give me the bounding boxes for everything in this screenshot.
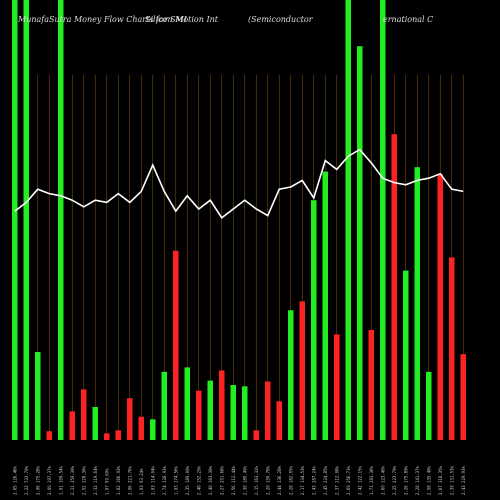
x-tick-label: 2.20 150.78%: [265, 466, 270, 495]
x-tick-label: 2.27 201.68%: [219, 466, 224, 495]
x-tick-label: 2.28 141.37%: [415, 466, 420, 495]
x-tick-label: 1.71 283.36%: [369, 466, 374, 495]
x-tick-label: 2.32 119.64%: [93, 466, 98, 495]
chart-title-right: (Semiconductor: [248, 15, 314, 24]
x-tick-label: 2.44 136.28%: [277, 466, 282, 495]
x-tick-label: 2.35 189.00%: [185, 466, 190, 495]
money-flow-bar: [403, 270, 409, 440]
money-flow-bar: [460, 354, 466, 440]
money-flow-bar: [230, 385, 236, 440]
money-flow-bar: [184, 367, 190, 440]
money-flow-bar: [150, 419, 156, 440]
money-flow-bar: [104, 433, 110, 440]
money-flow-bar: [253, 430, 259, 440]
money-flow-bar: [92, 407, 98, 440]
money-flow-line: [14, 148, 464, 219]
money-flow-bar: [299, 301, 305, 440]
x-tick-label: 2.74 128.93%: [162, 466, 167, 495]
x-tick-label: 2.69 256.73%: [346, 466, 351, 495]
x-tick-label: 2.43 229.93%: [461, 466, 466, 495]
x-tick-label: 1.93 174.56%: [173, 466, 178, 495]
x-tick-label: 2.28 182.05%: [288, 466, 293, 495]
money-flow-bar: [414, 167, 420, 440]
x-tick-label: 2.15 163.32%: [254, 466, 259, 495]
money-flow-bar: [58, 0, 64, 440]
money-flow-bar: [322, 171, 328, 440]
x-tick-label: 2.43 287.24%: [311, 466, 316, 495]
x-tick-label: 1.91 109.54%: [58, 466, 63, 495]
money-flow-bar: [161, 371, 167, 440]
money-flow-bar: [380, 0, 386, 440]
x-tick-label: 2.67 318.35%: [438, 466, 443, 495]
money-flow-bar: [115, 430, 121, 440]
money-flow-bar: [449, 257, 455, 440]
money-flow-bar: [12, 0, 18, 440]
x-tick-label: 2.22 733.70%: [24, 466, 29, 495]
x-tick-label: 2.25 223.79%: [392, 466, 397, 495]
money-flow-bar: [219, 370, 225, 440]
money-flow-bar: [334, 334, 340, 440]
x-tick-label: 2.06 221.76%: [127, 466, 132, 495]
x-tick-label: 2.52 228.30%: [81, 466, 86, 495]
chart-title-middle: Silicon Motion Int: [145, 15, 219, 24]
money-flow-bar: [357, 46, 363, 440]
bar-layer: [12, 0, 466, 441]
money-flow-bar: [437, 173, 443, 441]
x-tick-label: 2.60 123.40%: [380, 466, 385, 495]
money-flow-bar: [311, 200, 317, 440]
x-tick-label: 2.45 224.85%: [323, 466, 328, 495]
chart-title-far-right: ernational C: [383, 15, 433, 24]
money-flow-bar: [69, 411, 75, 440]
x-tick-label: 2.00 197.37%: [47, 466, 52, 495]
money-flow-bar: [138, 416, 144, 440]
money-flow-bar: [127, 398, 133, 440]
x-tick-label: 2.42 122.15%: [357, 466, 362, 495]
money-flow-bar: [207, 380, 213, 440]
x-tick-label: 2.30 180.49%: [242, 466, 247, 495]
x-tick-label: 1.82 166.93%: [116, 466, 121, 495]
x-tick-label: 2.03 114.04%: [150, 466, 155, 495]
money-flow-bar: [276, 401, 282, 440]
x-tick-label: 2.37 212.08%: [334, 466, 339, 495]
x-tick-label: 2.48 152.29%: [196, 466, 201, 495]
money-flow-bar: [391, 134, 397, 440]
x-tick-label: 2.56 112.44%: [231, 466, 236, 495]
money-flow-bar: [46, 431, 52, 440]
money-flow-bar: [81, 389, 87, 440]
tick-label-layer: 2.65 126.46% 2.22 733.70% 2.06 175.28% 2.00…: [12, 466, 466, 495]
money-flow-bar: [242, 386, 248, 440]
x-tick-label: 2.39 131.53%: [449, 466, 454, 495]
money-flow-bar: [345, 0, 351, 440]
x-tick-label: 1.93 93.24%: [139, 468, 144, 495]
money-flow-bar: [35, 352, 41, 440]
money-flow-bar: [288, 310, 294, 440]
x-tick-label: 2.40 163.30%: [208, 466, 213, 495]
x-tick-label: 2.26 175.89%: [403, 466, 408, 495]
x-tick-label: 2.65 126.46%: [12, 466, 17, 495]
chart-title-left: MunafaSutra Money Flow Charts for SMI: [17, 15, 188, 24]
x-tick-label: 2.17 134.53%: [300, 466, 305, 495]
x-tick-label: 2.58 135.48%: [426, 466, 431, 495]
money-flow-bar: [426, 371, 432, 440]
x-tick-label: 1.97 99.69%: [104, 468, 109, 495]
money-flow-bar: [368, 330, 374, 440]
money-flow-bar: [23, 0, 29, 440]
money-flow-bar: [173, 250, 179, 440]
money-flow-bar: [265, 381, 271, 440]
money-flow-bar: [196, 390, 202, 440]
x-tick-label: 2.06 175.28%: [35, 466, 40, 495]
x-tick-label: 2.21 259.30%: [70, 466, 75, 495]
